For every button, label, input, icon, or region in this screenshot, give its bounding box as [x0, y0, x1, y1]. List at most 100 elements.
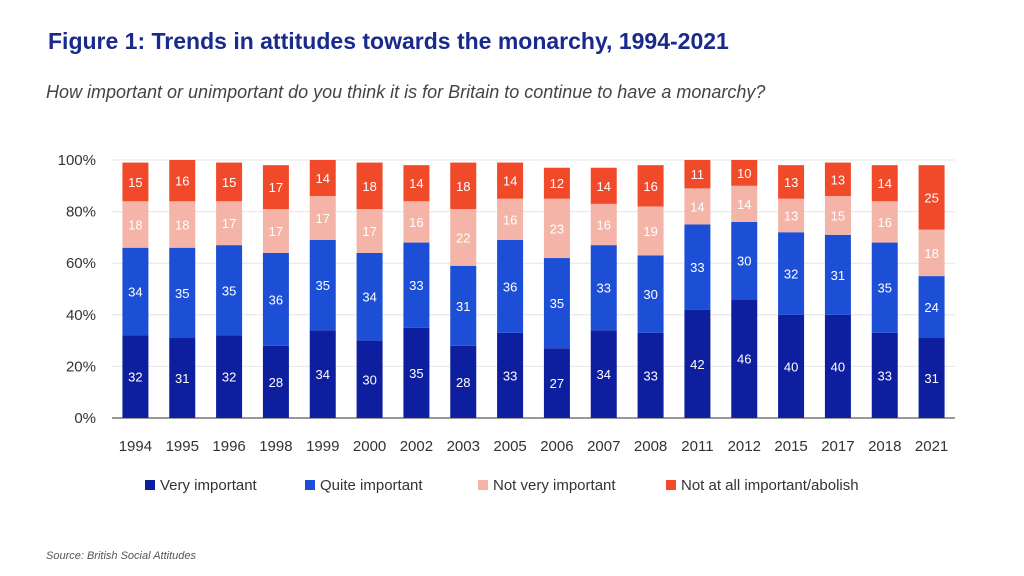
x-tick-label: 2006	[540, 438, 573, 455]
bar-segment	[684, 224, 711, 310]
stacked-bar-chart: 0% 20% 40% 60% 80% 100% 32 34 18 15 1994 31 35 18 16 19…	[58, 152, 955, 494]
y-tick-label: 0%	[74, 410, 96, 427]
data-label: 25	[924, 190, 938, 205]
data-label: 33	[690, 260, 704, 275]
bar-segment	[918, 276, 945, 339]
data-label: 17	[222, 216, 236, 231]
data-label: 14	[597, 179, 611, 194]
bar-segment	[778, 198, 805, 233]
data-label: 32	[222, 370, 236, 385]
bar-segment	[590, 245, 617, 331]
data-label: 34	[128, 285, 142, 300]
data-label: 15	[831, 208, 845, 223]
data-label: 36	[269, 292, 283, 307]
x-tick-label: 2018	[868, 438, 901, 455]
bar-segment	[450, 162, 477, 210]
legend-label: Not very important	[493, 477, 616, 494]
data-label: 17	[269, 180, 283, 195]
bar-segment	[497, 162, 524, 199]
chart-subtitle: How important or unimportant do you thin…	[46, 82, 766, 102]
bar-segment	[543, 167, 570, 199]
bar-segment	[824, 314, 851, 418]
data-label: 35	[316, 278, 330, 293]
x-tick-label: 2005	[493, 438, 526, 455]
bar-segment	[309, 330, 336, 418]
data-label: 14	[737, 197, 751, 212]
y-tick-label: 20%	[66, 358, 96, 375]
bar-segment	[356, 340, 383, 418]
x-tick-label: 1999	[306, 438, 339, 455]
bar-segment	[543, 198, 570, 259]
bar-segment	[543, 258, 570, 349]
bar-segment	[450, 345, 477, 418]
data-label: 31	[175, 371, 189, 386]
bar-segment	[169, 338, 196, 418]
bar-segment	[356, 162, 383, 210]
bar-segment	[450, 209, 477, 266]
bar-segment	[824, 196, 851, 235]
data-label: 32	[128, 370, 142, 385]
bar-segment	[871, 332, 898, 418]
data-label: 23	[550, 221, 564, 236]
bar-segment	[684, 309, 711, 418]
bar-segment	[637, 165, 664, 207]
bar-segment	[731, 160, 758, 186]
data-label: 36	[503, 279, 517, 294]
bar-segment	[824, 162, 851, 197]
data-label: 30	[737, 254, 751, 269]
data-label: 33	[643, 368, 657, 383]
bar-segment	[216, 162, 243, 202]
data-label: 14	[409, 176, 423, 191]
bar-segment	[122, 201, 149, 248]
data-label: 14	[503, 174, 517, 189]
bar-segment	[262, 209, 289, 253]
source-note: Source: British Social Attitudes	[46, 550, 196, 562]
bar-segment	[403, 201, 430, 243]
bar-segment	[262, 345, 289, 418]
bar-segment	[497, 198, 524, 240]
bar-segment	[309, 160, 336, 197]
bar-segment	[309, 239, 336, 331]
bar-segment	[590, 330, 617, 418]
bar-segment	[403, 327, 430, 418]
x-tick-label: 2012	[728, 438, 761, 455]
data-label: 22	[456, 230, 470, 245]
bar-segment	[590, 203, 617, 246]
bar-segment	[356, 252, 383, 341]
x-tick-label: 2007	[587, 438, 620, 455]
data-label: 28	[456, 375, 470, 390]
bar-segment	[871, 242, 898, 333]
legend-label: Very important	[160, 477, 258, 494]
x-tick-label: 2015	[774, 438, 807, 455]
data-label: 19	[643, 224, 657, 239]
data-label: 12	[550, 176, 564, 191]
bar-segment	[169, 201, 196, 248]
bar-segment	[684, 160, 711, 189]
bar-segment	[918, 229, 945, 277]
x-tick-label: 2002	[400, 438, 433, 455]
bar-segment	[216, 245, 243, 336]
bar-segment	[216, 335, 243, 418]
data-label: 16	[409, 215, 423, 230]
data-label: 14	[878, 176, 892, 191]
data-label: 14	[316, 171, 330, 186]
x-tick-label: 2011	[681, 438, 713, 455]
data-label: 42	[690, 357, 704, 372]
legend-swatch	[145, 480, 155, 490]
data-label: 34	[316, 367, 330, 382]
data-label: 17	[316, 211, 330, 226]
data-label: 24	[924, 300, 938, 315]
bar-segment	[637, 206, 664, 256]
bar-segment	[122, 247, 149, 336]
bar-segment	[403, 242, 430, 328]
data-label: 30	[362, 372, 376, 387]
data-label: 35	[878, 281, 892, 296]
bar-segment	[824, 234, 851, 315]
data-label: 16	[878, 215, 892, 230]
legend-label: Quite important	[320, 477, 423, 494]
legend-label: Not at all important/abolish	[681, 477, 859, 494]
bar-segment	[309, 196, 336, 240]
data-label: 17	[362, 224, 376, 239]
data-label: 30	[643, 287, 657, 302]
data-label: 35	[550, 296, 564, 311]
